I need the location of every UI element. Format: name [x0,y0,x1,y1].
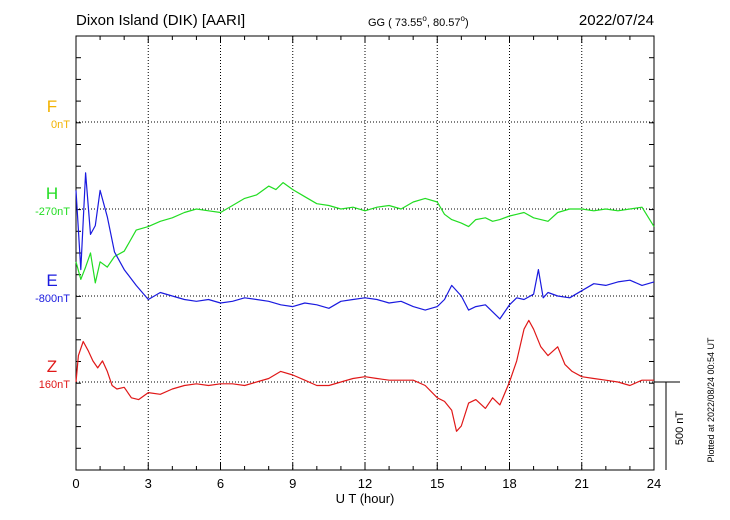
x-tick-label: 15 [430,476,444,491]
channel-name-F: F [47,97,57,116]
x-tick-label: 0 [72,476,79,491]
channel-name-Z: Z [47,357,57,376]
channel-baseline-F: 0nT [51,119,70,131]
station-title: Dixon Island (DIK) [AARI] [76,12,245,29]
x-tick-label: 12 [358,476,372,491]
x-tick-label: 21 [575,476,589,491]
x-tick-label: 6 [217,476,224,491]
x-axis-label: U T (hour) [336,491,395,506]
channel-baseline-H: -270nT [35,206,70,218]
channel-baseline-Z: 160nT [39,379,70,391]
series-line-E [75,172,655,320]
plotted-timestamp: Plotted at 2022/08/24 00:54 UT [706,337,716,463]
geo-coordinates: GG ( 73.55o, 80.57o) [368,14,469,29]
axis-ticks [75,35,655,471]
x-tick-labels: 0 3 6 9 12 15 18 21 24 [72,476,661,491]
series-line-Z [75,319,654,432]
grid-lines [76,36,654,470]
scale-bar-label: 500 nT [674,411,686,446]
date-label: 2022/07/24 [579,12,654,29]
channel-labels: F 0nT H -270nT E -800nT Z 160nT [35,97,70,391]
series-line-H [75,182,655,284]
channel-baseline-E: -800nT [35,293,70,305]
channel-name-H: H [46,184,58,203]
x-tick-label: 18 [502,476,516,491]
series-lines [75,172,655,432]
x-tick-label: 3 [145,476,152,491]
x-tick-label: 9 [289,476,296,491]
x-tick-label: 24 [647,476,661,491]
channel-name-E: E [46,271,57,290]
